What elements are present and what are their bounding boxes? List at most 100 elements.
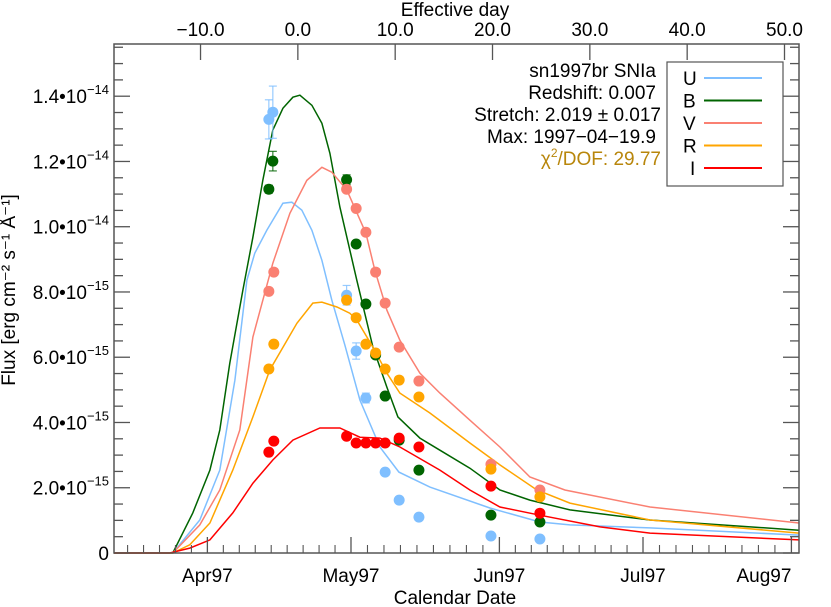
data-points	[263, 85, 546, 545]
y-tick-mantissa: 6.0•10	[33, 348, 87, 369]
axes: 02.0•10−154.0•10−156.0•10−158.0•10−151.0…	[33, 20, 803, 587]
model-curve-B	[114, 94, 800, 554]
marker	[485, 530, 497, 542]
marker	[360, 298, 372, 310]
y-axis-title: Flux [erg cm⁻² s⁻¹ Å⁻¹]	[0, 194, 20, 386]
data-point-B	[413, 464, 425, 476]
model-curve-V	[114, 166, 800, 554]
data-point-B	[534, 516, 546, 528]
marker	[379, 363, 391, 375]
marker	[379, 390, 391, 402]
y-tick-mantissa: 4.0•10	[33, 413, 87, 434]
data-point-R	[263, 363, 275, 375]
data-point-I	[268, 435, 280, 447]
annotation-block: sn1997br SNIa Redshift: 0.007 Stretch: 2…	[474, 61, 661, 170]
marker	[268, 338, 280, 350]
data-point-V	[413, 375, 425, 387]
bottom-tick-label: Jul97	[620, 566, 665, 587]
y-tick-label: 1.0•10−14	[33, 213, 109, 239]
marker	[350, 437, 362, 449]
data-point-B	[350, 238, 362, 250]
data-point-B	[263, 183, 275, 195]
data-point-V	[263, 285, 275, 297]
marker	[379, 466, 391, 478]
data-point-U	[267, 85, 279, 139]
top-tick-label: 40.0	[669, 20, 706, 41]
data-point-U	[485, 530, 497, 542]
data-point-I	[370, 437, 382, 449]
y-tick-mantissa: 1.4•10	[33, 87, 87, 108]
plot-frame	[113, 43, 800, 554]
data-point-V	[370, 266, 382, 278]
data-point-U	[393, 494, 405, 506]
marker	[267, 106, 279, 118]
marker	[263, 285, 275, 297]
data-point-V	[393, 341, 405, 353]
y-tick-exponent: −14	[87, 147, 109, 162]
data-point-B	[341, 174, 353, 186]
top-tick-label: 20.0	[474, 20, 511, 41]
legend-label-I: I	[690, 159, 695, 180]
marker	[379, 297, 391, 309]
y-tick-label: 2.0•10−15	[33, 474, 109, 500]
y-tick-exponent: −14	[87, 82, 109, 97]
stretch-label: Stretch: 2.019 ± 0.017	[474, 105, 661, 126]
marker	[341, 294, 353, 306]
data-point-I	[263, 446, 275, 458]
top-tick-label: 50.0	[766, 20, 803, 41]
marker	[534, 533, 546, 545]
legend-label-B: B	[683, 92, 696, 113]
marker	[350, 345, 362, 357]
marker	[341, 174, 353, 186]
y-tick-mantissa: 2.0•10	[33, 479, 87, 500]
y-tick-label: 0	[98, 544, 109, 565]
data-point-B	[267, 150, 279, 172]
data-point-V	[360, 226, 372, 238]
marker	[370, 266, 382, 278]
marker	[379, 437, 391, 449]
data-point-B	[379, 390, 391, 402]
bottom-axis-title: Calendar Date	[394, 588, 517, 607]
top-tick-label: 10.0	[377, 20, 414, 41]
marker	[370, 347, 382, 359]
marker	[534, 516, 546, 528]
data-point-U	[379, 466, 391, 478]
bottom-tick-label: May97	[322, 566, 379, 587]
y-tick-label: 8.0•10−15	[33, 278, 109, 304]
data-point-I	[350, 437, 362, 449]
bottom-tick-label: Aug97	[736, 566, 791, 587]
y-tick-exponent: −15	[87, 278, 109, 293]
data-point-B	[360, 298, 372, 310]
marker	[263, 446, 275, 458]
data-point-R	[379, 363, 391, 375]
top-tick-label: −10.0	[176, 20, 224, 41]
chi-rest: /DOF: 29.77	[558, 149, 662, 170]
marker	[534, 507, 546, 519]
data-point-R	[485, 463, 497, 475]
legend-label-V: V	[683, 114, 696, 135]
y-tick-exponent: −15	[87, 343, 109, 358]
y-tick-label: 1.2•10−14	[33, 147, 109, 173]
marker	[341, 183, 353, 195]
max-date-label: Max: 1997−04−19.9	[487, 127, 656, 148]
data-point-I	[534, 507, 546, 519]
chi-symbol: χ	[541, 149, 551, 170]
data-point-U	[534, 533, 546, 545]
data-point-R	[534, 491, 546, 503]
chi-superscript: 2	[551, 146, 558, 160]
marker	[268, 266, 280, 278]
data-point-I	[341, 430, 353, 442]
y-tick-mantissa: 1.2•10	[33, 152, 87, 173]
marker	[485, 480, 497, 492]
marker	[413, 441, 425, 453]
data-point-B	[485, 509, 497, 521]
model-curve-U	[114, 201, 800, 554]
marker	[413, 511, 425, 523]
marker	[360, 226, 372, 238]
data-point-R	[350, 312, 362, 324]
data-point-U	[413, 511, 425, 523]
legend-label-R: R	[683, 137, 697, 158]
data-point-I	[485, 480, 497, 492]
marker	[350, 202, 362, 214]
model-curve-I	[114, 427, 800, 554]
